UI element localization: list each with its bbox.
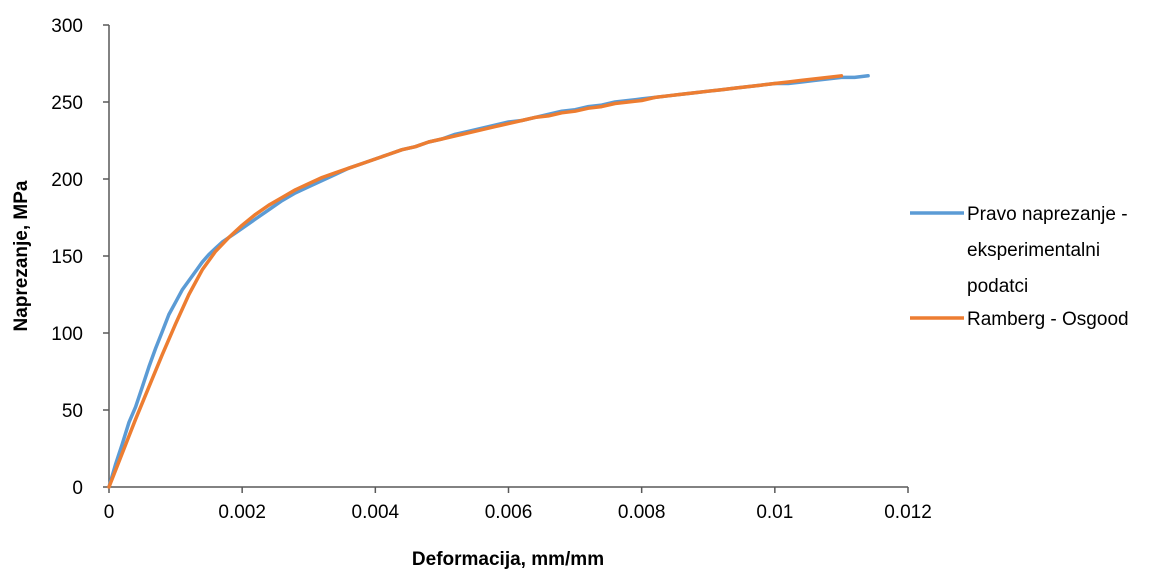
- x-axis-title: Deformacija, mm/mm: [412, 549, 604, 570]
- x-tick-label: 0: [104, 502, 115, 523]
- y-axis-title: Naprezanje, MPa: [11, 180, 32, 331]
- y-tick-label: 200: [51, 170, 83, 191]
- series-group: [107, 74, 870, 489]
- x-tick-label: 0.012: [884, 502, 932, 523]
- legend-label-1: Pravo naprezanje -: [967, 204, 1128, 225]
- y-tick-label: 50: [62, 401, 83, 422]
- series-line-2: [107, 74, 844, 489]
- y-tick-label: 250: [51, 93, 83, 114]
- y-tick-label: 0: [72, 478, 83, 499]
- legend-label-1: podatci: [967, 276, 1028, 297]
- legend-label-2: Ramberg - Osgood: [967, 309, 1129, 330]
- x-ticks: 0 0.002 0.004 0.006 0.008 0.01 0.012: [104, 487, 932, 523]
- x-tick-label: 0.008: [618, 502, 666, 523]
- y-ticks: 0 50 100 150 200 250 300: [51, 16, 109, 499]
- y-tick-label: 300: [51, 16, 83, 37]
- x-tick-label: 0.004: [352, 502, 400, 523]
- x-tick-label: 0.01: [756, 502, 793, 523]
- x-tick-label: 0.006: [485, 502, 533, 523]
- plot-area: 0 0.002 0.004 0.006 0.008 0.01 0.012 0 50 100 150…: [51, 16, 931, 523]
- x-tick-label: 0.002: [218, 502, 266, 523]
- legend: Pravo naprezanje - eksperimentalni podatci…: [910, 204, 1129, 330]
- y-tick-label: 150: [51, 247, 83, 268]
- y-tick-label: 100: [51, 324, 83, 345]
- legend-label-1: eksperimentalni: [967, 240, 1100, 261]
- series-line-1: [107, 74, 870, 489]
